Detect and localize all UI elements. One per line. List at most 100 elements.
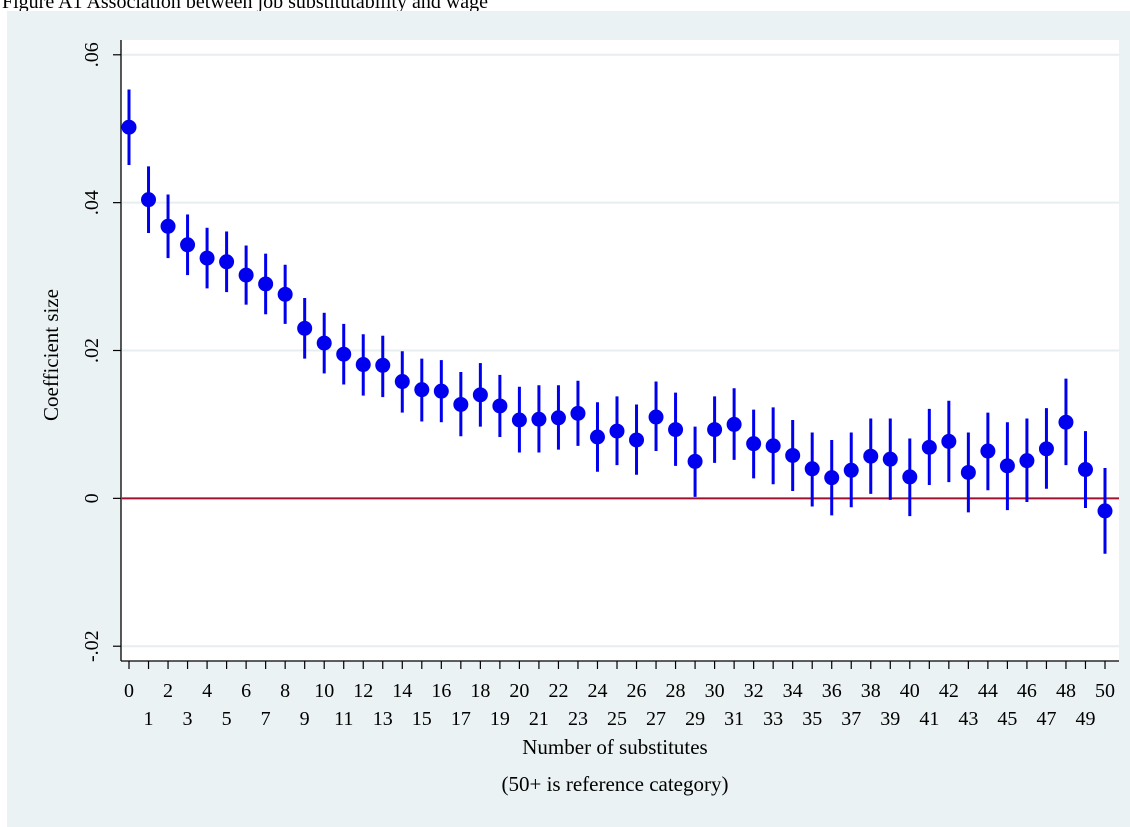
coefficient-point <box>609 423 625 439</box>
x-tick-label: 22 <box>548 680 568 702</box>
coefficient-point <box>589 429 605 445</box>
figure-title: Figure A1 Association between job substi… <box>2 0 489 13</box>
x-tick-label: 16 <box>431 680 451 702</box>
x-axis-note: (50+ is reference category) <box>502 772 729 796</box>
coefficient-point <box>258 276 274 292</box>
coefficient-point <box>1058 414 1074 430</box>
x-tick-label: 9 <box>300 708 310 730</box>
coefficient-point <box>1019 453 1035 469</box>
x-tick-label: 42 <box>939 680 959 702</box>
coefficient-point <box>550 410 566 426</box>
y-tick-label: -.02 <box>81 630 103 662</box>
coefficient-point <box>141 192 157 208</box>
x-tick-label: 18 <box>470 680 490 702</box>
x-tick-label: 6 <box>241 680 251 702</box>
x-tick-label: 46 <box>1017 680 1037 702</box>
coefficient-point <box>121 119 137 135</box>
x-tick-label: 38 <box>861 680 881 702</box>
x-tick-label: 35 <box>802 708 822 730</box>
x-tick-label: 23 <box>568 708 588 730</box>
coefficient-point <box>687 453 703 469</box>
coefficient-point <box>375 357 391 373</box>
x-tick-label: 43 <box>958 708 978 730</box>
coefficient-point <box>921 439 937 455</box>
coefficient-point <box>629 432 645 448</box>
x-tick-label: 8 <box>280 680 290 702</box>
coefficient-point <box>999 458 1015 474</box>
x-tick-label: 4 <box>202 680 212 702</box>
y-tick-label: 0 <box>81 493 103 503</box>
coefficient-point <box>960 464 976 480</box>
x-tick-label: 3 <box>183 708 193 730</box>
coefficient-point <box>570 405 586 421</box>
x-tick-label: 40 <box>900 680 920 702</box>
y-tick-labels: -.02 0 .02 .04 .06 <box>81 42 103 662</box>
coefficient-point <box>980 443 996 459</box>
x-tick-label: 11 <box>334 708 353 730</box>
coefficient-point <box>902 469 918 485</box>
coefficient-point <box>765 438 781 454</box>
x-tick-label: 30 <box>705 680 725 702</box>
x-tick-label: 27 <box>646 708 666 730</box>
coefficient-point <box>804 461 820 477</box>
x-tick-label: 41 <box>919 708 939 730</box>
axes <box>113 40 1119 669</box>
x-tick-label: 15 <box>412 708 432 730</box>
coefficient-point <box>394 374 410 390</box>
x-tick-label: 1 <box>144 708 154 730</box>
y-axis-label: Coefficient size <box>39 289 63 421</box>
x-tick-label: 25 <box>607 708 627 730</box>
coefficient-point <box>277 286 293 302</box>
x-tick-label: 48 <box>1056 680 1076 702</box>
x-tick-label: 33 <box>763 708 783 730</box>
coefficient-point <box>160 218 176 234</box>
coefficient-point <box>882 451 898 467</box>
x-tick-label: 44 <box>978 680 998 702</box>
x-axis-label: Number of substitutes <box>522 735 707 759</box>
coefficient-point <box>707 422 723 438</box>
coefficient-point <box>199 250 215 266</box>
coefficient-point <box>180 237 196 253</box>
coefficient-point <box>316 335 332 351</box>
gridlines <box>122 53 1119 648</box>
x-tick-label: 19 <box>490 708 510 730</box>
x-tick-label: 17 <box>451 708 471 730</box>
x-tick-label: 36 <box>822 680 842 702</box>
coefficient-point <box>472 387 488 403</box>
coefficient-point <box>941 433 957 449</box>
x-tick-label: 50 <box>1095 680 1115 702</box>
x-tick-label: 14 <box>392 680 412 702</box>
x-tick-label: 20 <box>509 680 529 702</box>
y-tick-label: .02 <box>81 338 103 363</box>
coefficient-point <box>355 357 371 373</box>
x-tick-label: 7 <box>261 708 271 730</box>
x-tick-label: 28 <box>666 680 686 702</box>
x-tick-label: 13 <box>373 708 393 730</box>
coefficient-point <box>492 398 508 414</box>
x-tick-label: 26 <box>627 680 647 702</box>
y-tick-label: .04 <box>81 190 103 215</box>
x-tick-label: 12 <box>353 680 373 702</box>
coefficient-point <box>336 346 352 362</box>
x-tick-label: 0 <box>124 680 134 702</box>
x-tick-label: 10 <box>314 680 334 702</box>
coefficient-point <box>511 412 527 428</box>
y-tick-label: .06 <box>81 42 103 67</box>
coefficient-point <box>726 416 742 432</box>
x-tick-label: 32 <box>744 680 764 702</box>
x-tick-label: 21 <box>529 708 549 730</box>
coefficient-point <box>531 411 547 427</box>
coefficient-point <box>746 436 762 452</box>
coefficient-point <box>785 447 801 463</box>
coefficient-point <box>824 470 840 486</box>
coefficient-point <box>219 254 235 270</box>
coefficient-point <box>843 462 859 478</box>
coefficient-point <box>414 382 430 398</box>
x-tick-label: 29 <box>685 708 705 730</box>
x-tick-labels: 0 2 4 6 8 10 12 14 16 18 20 22 24 26 28 30 32 34 36 38 40 42 4… <box>124 680 1115 730</box>
coefficient-point <box>238 267 254 283</box>
x-tick-label: 37 <box>841 708 861 730</box>
x-tick-label: 2 <box>163 680 173 702</box>
coefficient-point <box>648 409 664 425</box>
